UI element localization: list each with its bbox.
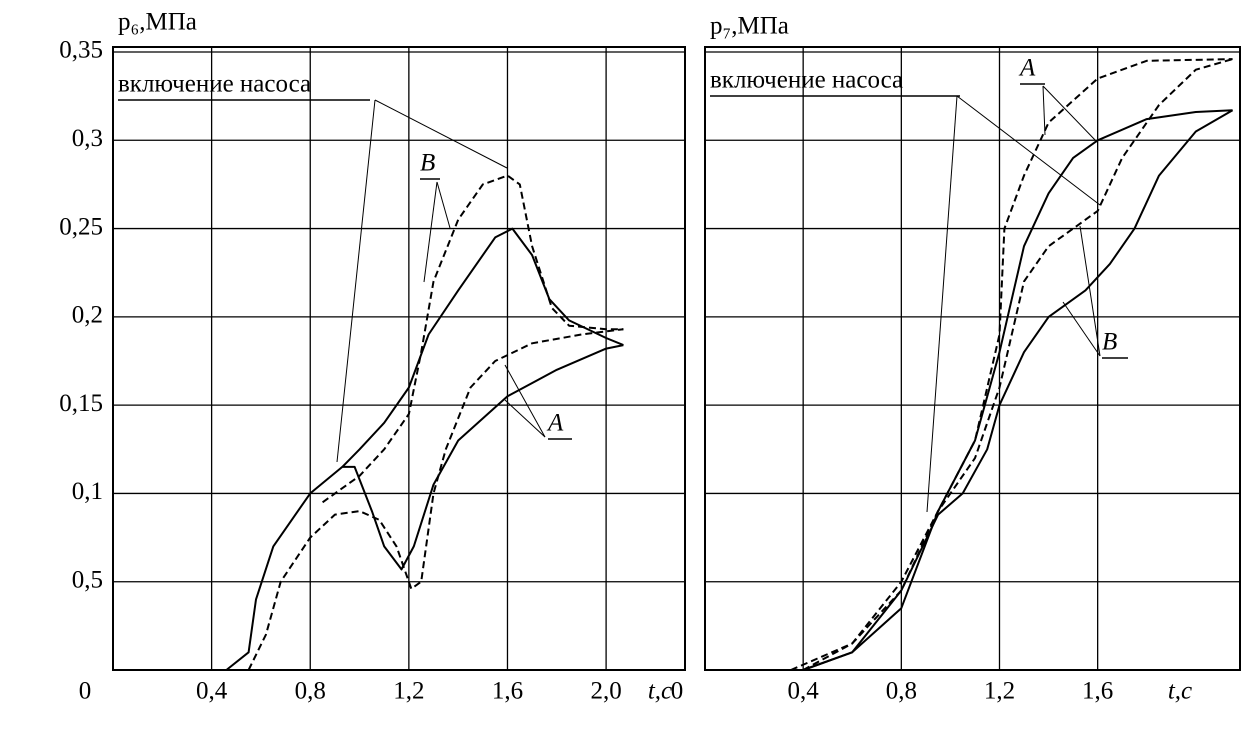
x-tick-label: 1,2	[393, 678, 424, 705]
annotation: A	[1018, 55, 1036, 82]
y-tick-label: 0,2	[72, 302, 103, 329]
leader-line	[374, 99, 508, 169]
y-tick-label: 0,15	[59, 390, 103, 417]
leader-line	[336, 99, 376, 463]
leader-line	[1042, 85, 1098, 143]
x-tick-label: 1,6	[492, 678, 523, 705]
y-tick-label: 0,1	[72, 478, 103, 505]
y-tick-label: 0,25	[59, 213, 103, 240]
x-axis-label: t,с	[648, 678, 672, 705]
annotation: B	[1102, 329, 1117, 356]
annotation: включение насоса	[710, 67, 903, 94]
curve	[322, 174, 624, 504]
leader-line	[504, 364, 546, 438]
y-tick-label: 0,5	[72, 566, 103, 593]
x-tick-label: 0	[671, 678, 684, 705]
annotation: включение насоса	[118, 71, 311, 98]
x-tick-label: 1,2	[984, 678, 1015, 705]
y-axis-label: p₇,МПа	[710, 13, 789, 40]
plot-frame	[704, 46, 1241, 671]
x-tick-label: 0,8	[295, 678, 326, 705]
curve	[341, 227, 624, 468]
x-tick-label: 0	[79, 678, 92, 705]
y-axis-label: p₆,МПа	[118, 9, 197, 36]
y-tick-label: 0,35	[59, 37, 103, 64]
curve	[802, 109, 1234, 671]
leader-line	[1042, 85, 1046, 136]
leader-line	[926, 95, 958, 513]
x-tick-label: 0,4	[196, 678, 228, 705]
x-tick-label: 2,0	[590, 678, 621, 705]
leader-line	[1062, 301, 1101, 357]
leader-line	[504, 399, 546, 438]
leader-line	[436, 181, 451, 229]
curve	[790, 58, 1233, 671]
curve	[247, 328, 624, 671]
annotation: B	[420, 150, 435, 177]
curve	[802, 109, 1233, 671]
leader-line	[1079, 225, 1101, 357]
x-tick-label: 1,6	[1082, 678, 1113, 705]
y-tick-label: 0,3	[72, 125, 103, 152]
x-tick-label: 0,8	[886, 678, 917, 705]
leader-line	[956, 95, 1101, 206]
leader-line	[423, 181, 438, 283]
x-axis-label: t,с	[1168, 678, 1192, 705]
plot-frame	[112, 46, 686, 671]
x-tick-label: 0,4	[788, 678, 820, 705]
curve	[225, 344, 624, 671]
annotation: A	[546, 410, 564, 437]
